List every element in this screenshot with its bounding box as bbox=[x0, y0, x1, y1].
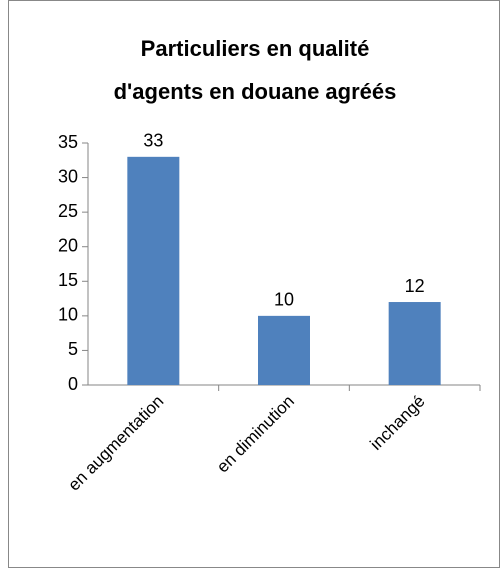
data-label: 33 bbox=[143, 131, 163, 151]
bar bbox=[258, 315, 310, 385]
y-tick-label: 20 bbox=[58, 235, 78, 255]
bar bbox=[388, 302, 441, 385]
y-tick-label: 5 bbox=[68, 339, 78, 359]
chart-title: d'agents en douane agréés bbox=[114, 79, 397, 104]
y-tick-label: 30 bbox=[58, 166, 78, 186]
data-label: 12 bbox=[405, 276, 425, 296]
y-tick-label: 0 bbox=[68, 374, 78, 394]
data-label: 10 bbox=[274, 290, 294, 310]
y-tick-label: 10 bbox=[58, 305, 78, 325]
y-tick-label: 15 bbox=[58, 270, 78, 290]
y-tick-label: 35 bbox=[58, 132, 78, 152]
bar bbox=[127, 156, 180, 385]
chart-frame bbox=[8, 0, 500, 568]
chart-title: Particuliers en qualité bbox=[141, 36, 370, 61]
y-tick-label: 25 bbox=[58, 201, 78, 221]
